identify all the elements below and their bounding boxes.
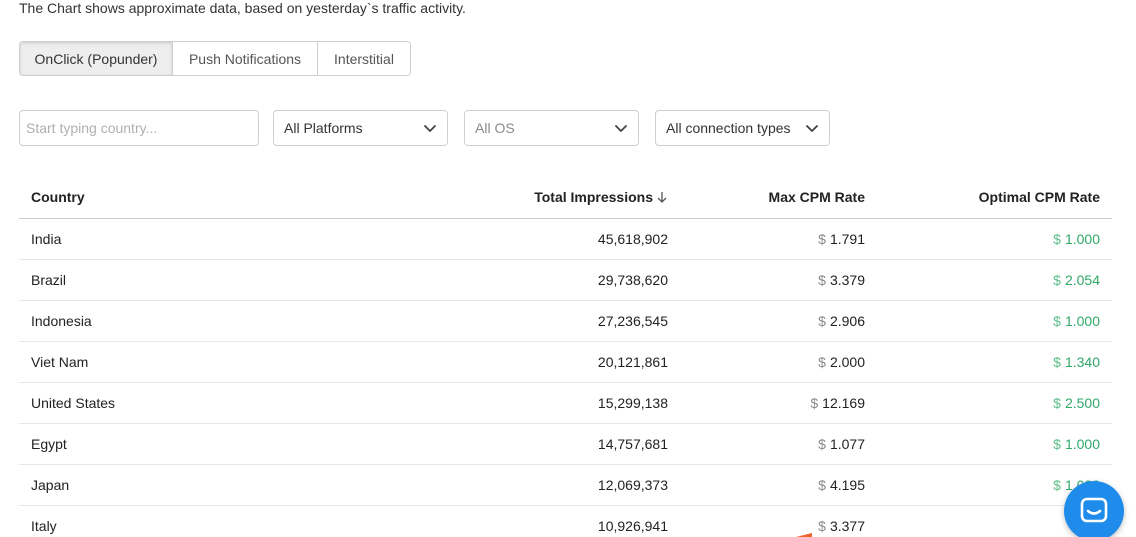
- country-search-input[interactable]: [26, 120, 254, 136]
- header-total-impressions-label: Total Impressions: [534, 189, 653, 205]
- rates-table: Country Total Impressions Max CPM Rate O…: [19, 178, 1112, 537]
- chat-bubble-icon: [1080, 497, 1108, 523]
- chevron-down-icon: [806, 125, 818, 132]
- header-max-cpm-rate[interactable]: Max CPM Rate: [768, 189, 865, 205]
- country-cell: Indonesia: [31, 313, 92, 329]
- table-row: Indonesia 27,236,545 $2.906 $1.000: [19, 301, 1112, 342]
- optimal-cpm-cell: $1.340: [1053, 354, 1100, 370]
- currency-symbol: $: [818, 436, 826, 452]
- currency-symbol: $: [818, 354, 826, 370]
- country-cell: Italy: [31, 518, 57, 534]
- impressions-cell: 29,738,620: [597, 272, 668, 288]
- ad-format-tabs: OnClick (Popunder) Push Notifications In…: [19, 41, 411, 76]
- max-cpm-cell: $1.791: [818, 231, 865, 247]
- optimal-cpm-cell: $1.000: [1053, 436, 1100, 452]
- max-cpm-value: 1.791: [829, 231, 865, 247]
- currency-symbol: $: [818, 518, 826, 534]
- optimal-cpm-value: 1.000: [1064, 436, 1100, 452]
- filters-bar: All Platforms All OS All connection type…: [0, 110, 1136, 146]
- country-cell: Brazil: [31, 272, 67, 288]
- connection-select-value: All connection types: [666, 120, 791, 136]
- optimal-cpm-cell: $2.500: [1053, 395, 1100, 411]
- tab-push-notifications[interactable]: Push Notifications: [172, 42, 317, 75]
- max-cpm-value: 3.379: [829, 272, 865, 288]
- currency-symbol: $: [1053, 272, 1061, 288]
- chevron-down-icon: [615, 125, 627, 132]
- max-cpm-value: 12.169: [822, 395, 865, 411]
- optimal-cpm-value: 1.340: [1064, 354, 1100, 370]
- table-row: Japan 12,069,373 $4.195 $1.000: [19, 465, 1112, 506]
- currency-symbol: $: [810, 395, 819, 411]
- impressions-cell: 12,069,373: [597, 477, 668, 493]
- max-cpm-cell: $3.379: [818, 272, 865, 288]
- max-cpm-cell: $3.377: [818, 518, 865, 534]
- optimal-cpm-value: 1.000: [1064, 231, 1100, 247]
- currency-symbol: $: [1053, 354, 1061, 370]
- impressions-cell: 20,121,861: [597, 354, 668, 370]
- impressions-cell: 10,926,941: [597, 518, 668, 534]
- max-cpm-value: 2.906: [829, 313, 865, 329]
- country-cell: Japan: [31, 477, 70, 493]
- chat-launcher-button[interactable]: [1064, 481, 1124, 537]
- impressions-cell: 15,299,138: [597, 395, 668, 411]
- table-row: Brazil 29,738,620 $3.379 $2.054: [19, 260, 1112, 301]
- max-cpm-cell: $2.906: [818, 313, 865, 329]
- tab-onclick-popunder[interactable]: OnClick (Popunder): [20, 42, 172, 75]
- currency-symbol: $: [818, 272, 826, 288]
- optimal-cpm-cell: $1.000: [1053, 313, 1100, 329]
- max-cpm-cell: $1.077: [818, 436, 865, 452]
- table-row: Egypt 14,757,681 $1.077 $1.000: [19, 424, 1112, 465]
- header-total-impressions[interactable]: Total Impressions: [534, 189, 668, 205]
- currency-symbol: $: [818, 231, 826, 247]
- currency-symbol: $: [818, 313, 826, 329]
- chevron-down-icon: [424, 125, 436, 132]
- header-optimal-cpm-rate[interactable]: Optimal CPM Rate: [978, 189, 1100, 205]
- table-row: United States 15,299,138 $12.169 $2.500: [19, 383, 1112, 424]
- country-cell: United States: [31, 395, 116, 411]
- max-cpm-cell: $2.000: [818, 354, 865, 370]
- impressions-cell: 45,618,902: [597, 231, 668, 247]
- max-cpm-value: 4.195: [829, 477, 865, 493]
- max-cpm-value: 2.000: [829, 354, 865, 370]
- max-cpm-cell: $4.195: [818, 477, 865, 493]
- optimal-cpm-value: 2.054: [1064, 272, 1100, 288]
- chart-note: The Chart shows approximate data, based …: [19, 0, 466, 16]
- impressions-cell: 14,757,681: [597, 436, 668, 452]
- table-row: Viet Nam 20,121,861 $2.000 $1.340: [19, 342, 1112, 383]
- country-cell: Egypt: [31, 436, 67, 452]
- optimal-cpm-value: 1.000: [1064, 313, 1100, 329]
- optimal-cpm-value: 2.500: [1064, 395, 1100, 411]
- orange-edge-mark: [796, 533, 812, 537]
- currency-symbol: $: [1053, 231, 1061, 247]
- currency-symbol: $: [1053, 313, 1061, 329]
- max-cpm-value: 1.077: [829, 436, 865, 452]
- table-row: India 45,618,902 $1.791 $1.000: [19, 219, 1112, 260]
- platform-select[interactable]: All Platforms: [273, 110, 448, 146]
- currency-symbol: $: [1053, 477, 1061, 493]
- connection-type-select[interactable]: All connection types: [655, 110, 830, 146]
- currency-symbol: $: [1053, 395, 1061, 411]
- max-cpm-cell: $12.169: [810, 395, 865, 411]
- country-search-field[interactable]: [19, 110, 259, 146]
- header-country[interactable]: Country: [31, 189, 85, 205]
- impressions-cell: 27,236,545: [597, 313, 668, 329]
- country-cell: India: [31, 231, 62, 247]
- table-row: Italy 10,926,941 $3.377 $: [19, 506, 1112, 537]
- max-cpm-value: 3.377: [829, 518, 865, 534]
- currency-symbol: $: [1053, 436, 1061, 452]
- optimal-cpm-cell: $1.000: [1053, 231, 1100, 247]
- arrow-down-icon: [657, 192, 667, 203]
- currency-symbol: $: [818, 477, 826, 493]
- table-header: Country Total Impressions Max CPM Rate O…: [19, 178, 1112, 219]
- optimal-cpm-cell: $2.054: [1053, 272, 1100, 288]
- os-select-value: All OS: [475, 120, 515, 136]
- platform-select-value: All Platforms: [284, 120, 363, 136]
- country-cell: Viet Nam: [31, 354, 89, 370]
- tab-interstitial[interactable]: Interstitial: [317, 42, 410, 75]
- os-select[interactable]: All OS: [464, 110, 639, 146]
